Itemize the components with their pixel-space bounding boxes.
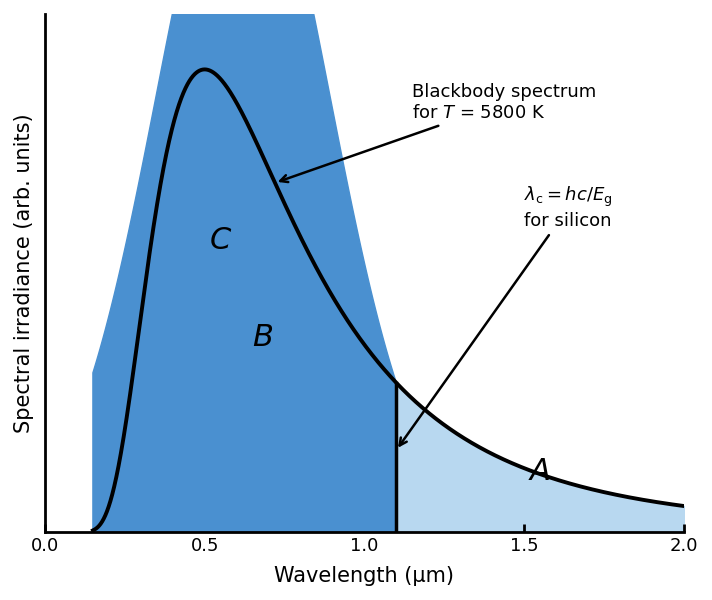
X-axis label: Wavelength (μm): Wavelength (μm)	[274, 566, 454, 586]
Y-axis label: Spectral irradiance (arb. units): Spectral irradiance (arb. units)	[14, 113, 34, 433]
Text: $\lambda_{\mathrm{c}} = hc/E_{\mathrm{g}}$
for silicon: $\lambda_{\mathrm{c}} = hc/E_{\mathrm{g}…	[399, 185, 613, 445]
Text: C: C	[210, 226, 231, 255]
Text: A: A	[530, 457, 550, 487]
Text: B: B	[252, 323, 273, 352]
Text: Blackbody spectrum
for $T$ = 5800 K: Blackbody spectrum for $T$ = 5800 K	[281, 83, 597, 182]
